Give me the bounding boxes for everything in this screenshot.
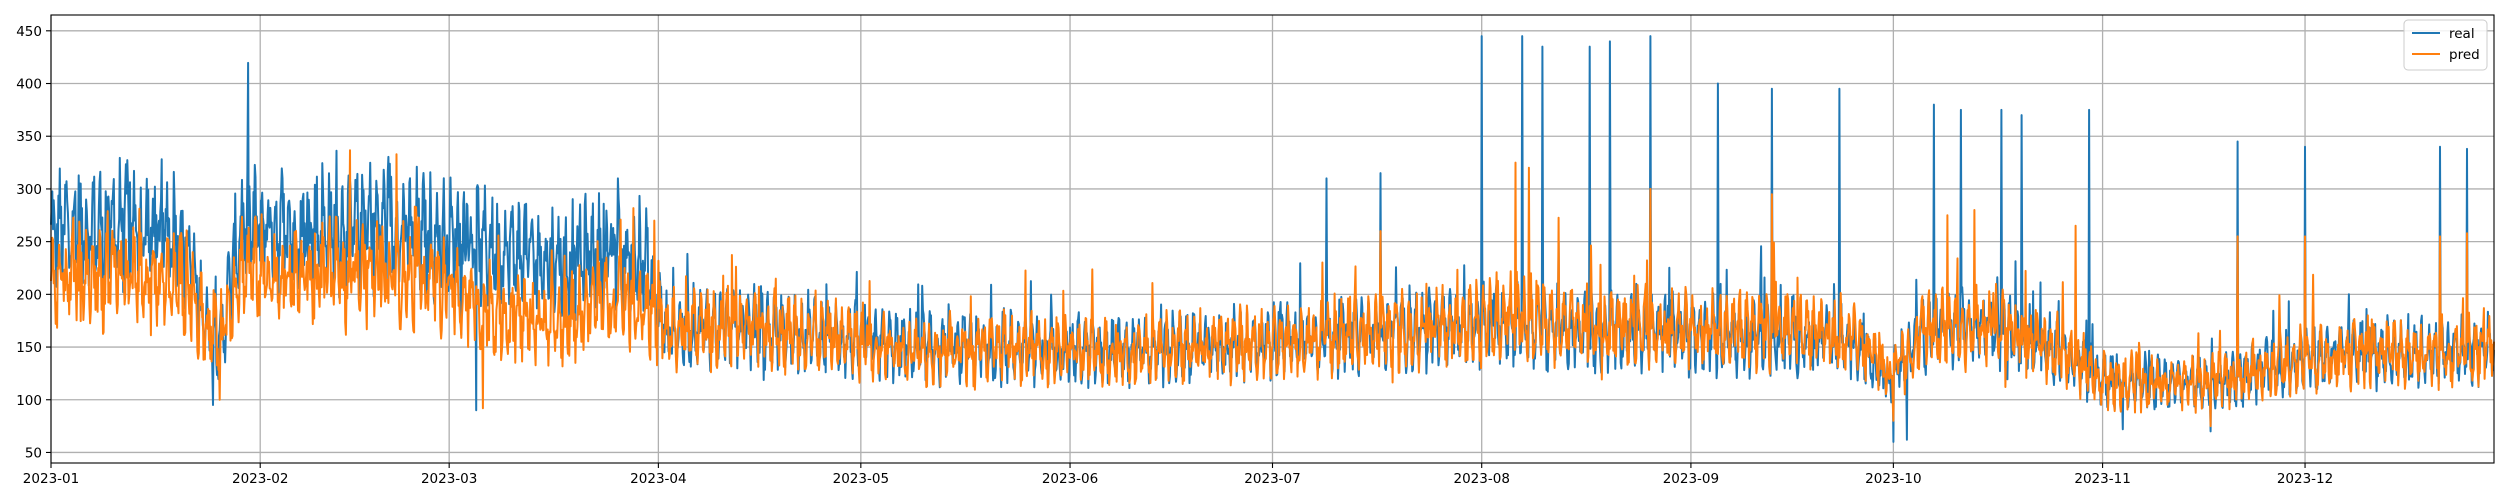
x-tick-label: 2023-09 bbox=[1663, 471, 1719, 487]
x-tick-label: 2023-10 bbox=[1865, 471, 1921, 487]
x-tick-label: 2023-06 bbox=[1042, 471, 1098, 487]
x-tick-label: 2023-03 bbox=[421, 471, 477, 487]
series-layer bbox=[50, 35, 2495, 443]
y-tick-label: 150 bbox=[16, 340, 42, 356]
y-tick-label: 100 bbox=[16, 393, 42, 409]
y-tick-label: 400 bbox=[16, 77, 42, 93]
x-tick-label: 2023-02 bbox=[232, 471, 288, 487]
x-tick-label: 2023-07 bbox=[1244, 471, 1300, 487]
y-tick-label: 300 bbox=[16, 182, 42, 198]
series-line-pred bbox=[50, 149, 2495, 428]
y-tick-label: 450 bbox=[16, 24, 42, 40]
x-tick-label: 2023-11 bbox=[2074, 471, 2130, 487]
x-tick-label: 2023-04 bbox=[630, 471, 686, 487]
y-tick-label: 50 bbox=[25, 445, 42, 461]
legend: real pred bbox=[2403, 19, 2488, 71]
legend-label-pred: pred bbox=[2449, 47, 2480, 63]
y-axis: 50 100 150 200 250 300 350 400 450 bbox=[16, 24, 51, 461]
x-tick-label: 2023-05 bbox=[833, 471, 889, 487]
x-axis: 2023-01 2023-02 2023-03 2023-04 2023-05 2023-… bbox=[23, 463, 2333, 487]
x-tick-label: 2023-08 bbox=[1454, 471, 1510, 487]
legend-label-real: real bbox=[2449, 26, 2475, 42]
x-tick-label: 2023-01 bbox=[23, 471, 79, 487]
y-tick-label: 350 bbox=[16, 129, 42, 145]
y-tick-label: 250 bbox=[16, 235, 42, 251]
y-tick-label: 200 bbox=[16, 287, 42, 303]
x-tick-label: 2023-12 bbox=[2277, 471, 2333, 487]
